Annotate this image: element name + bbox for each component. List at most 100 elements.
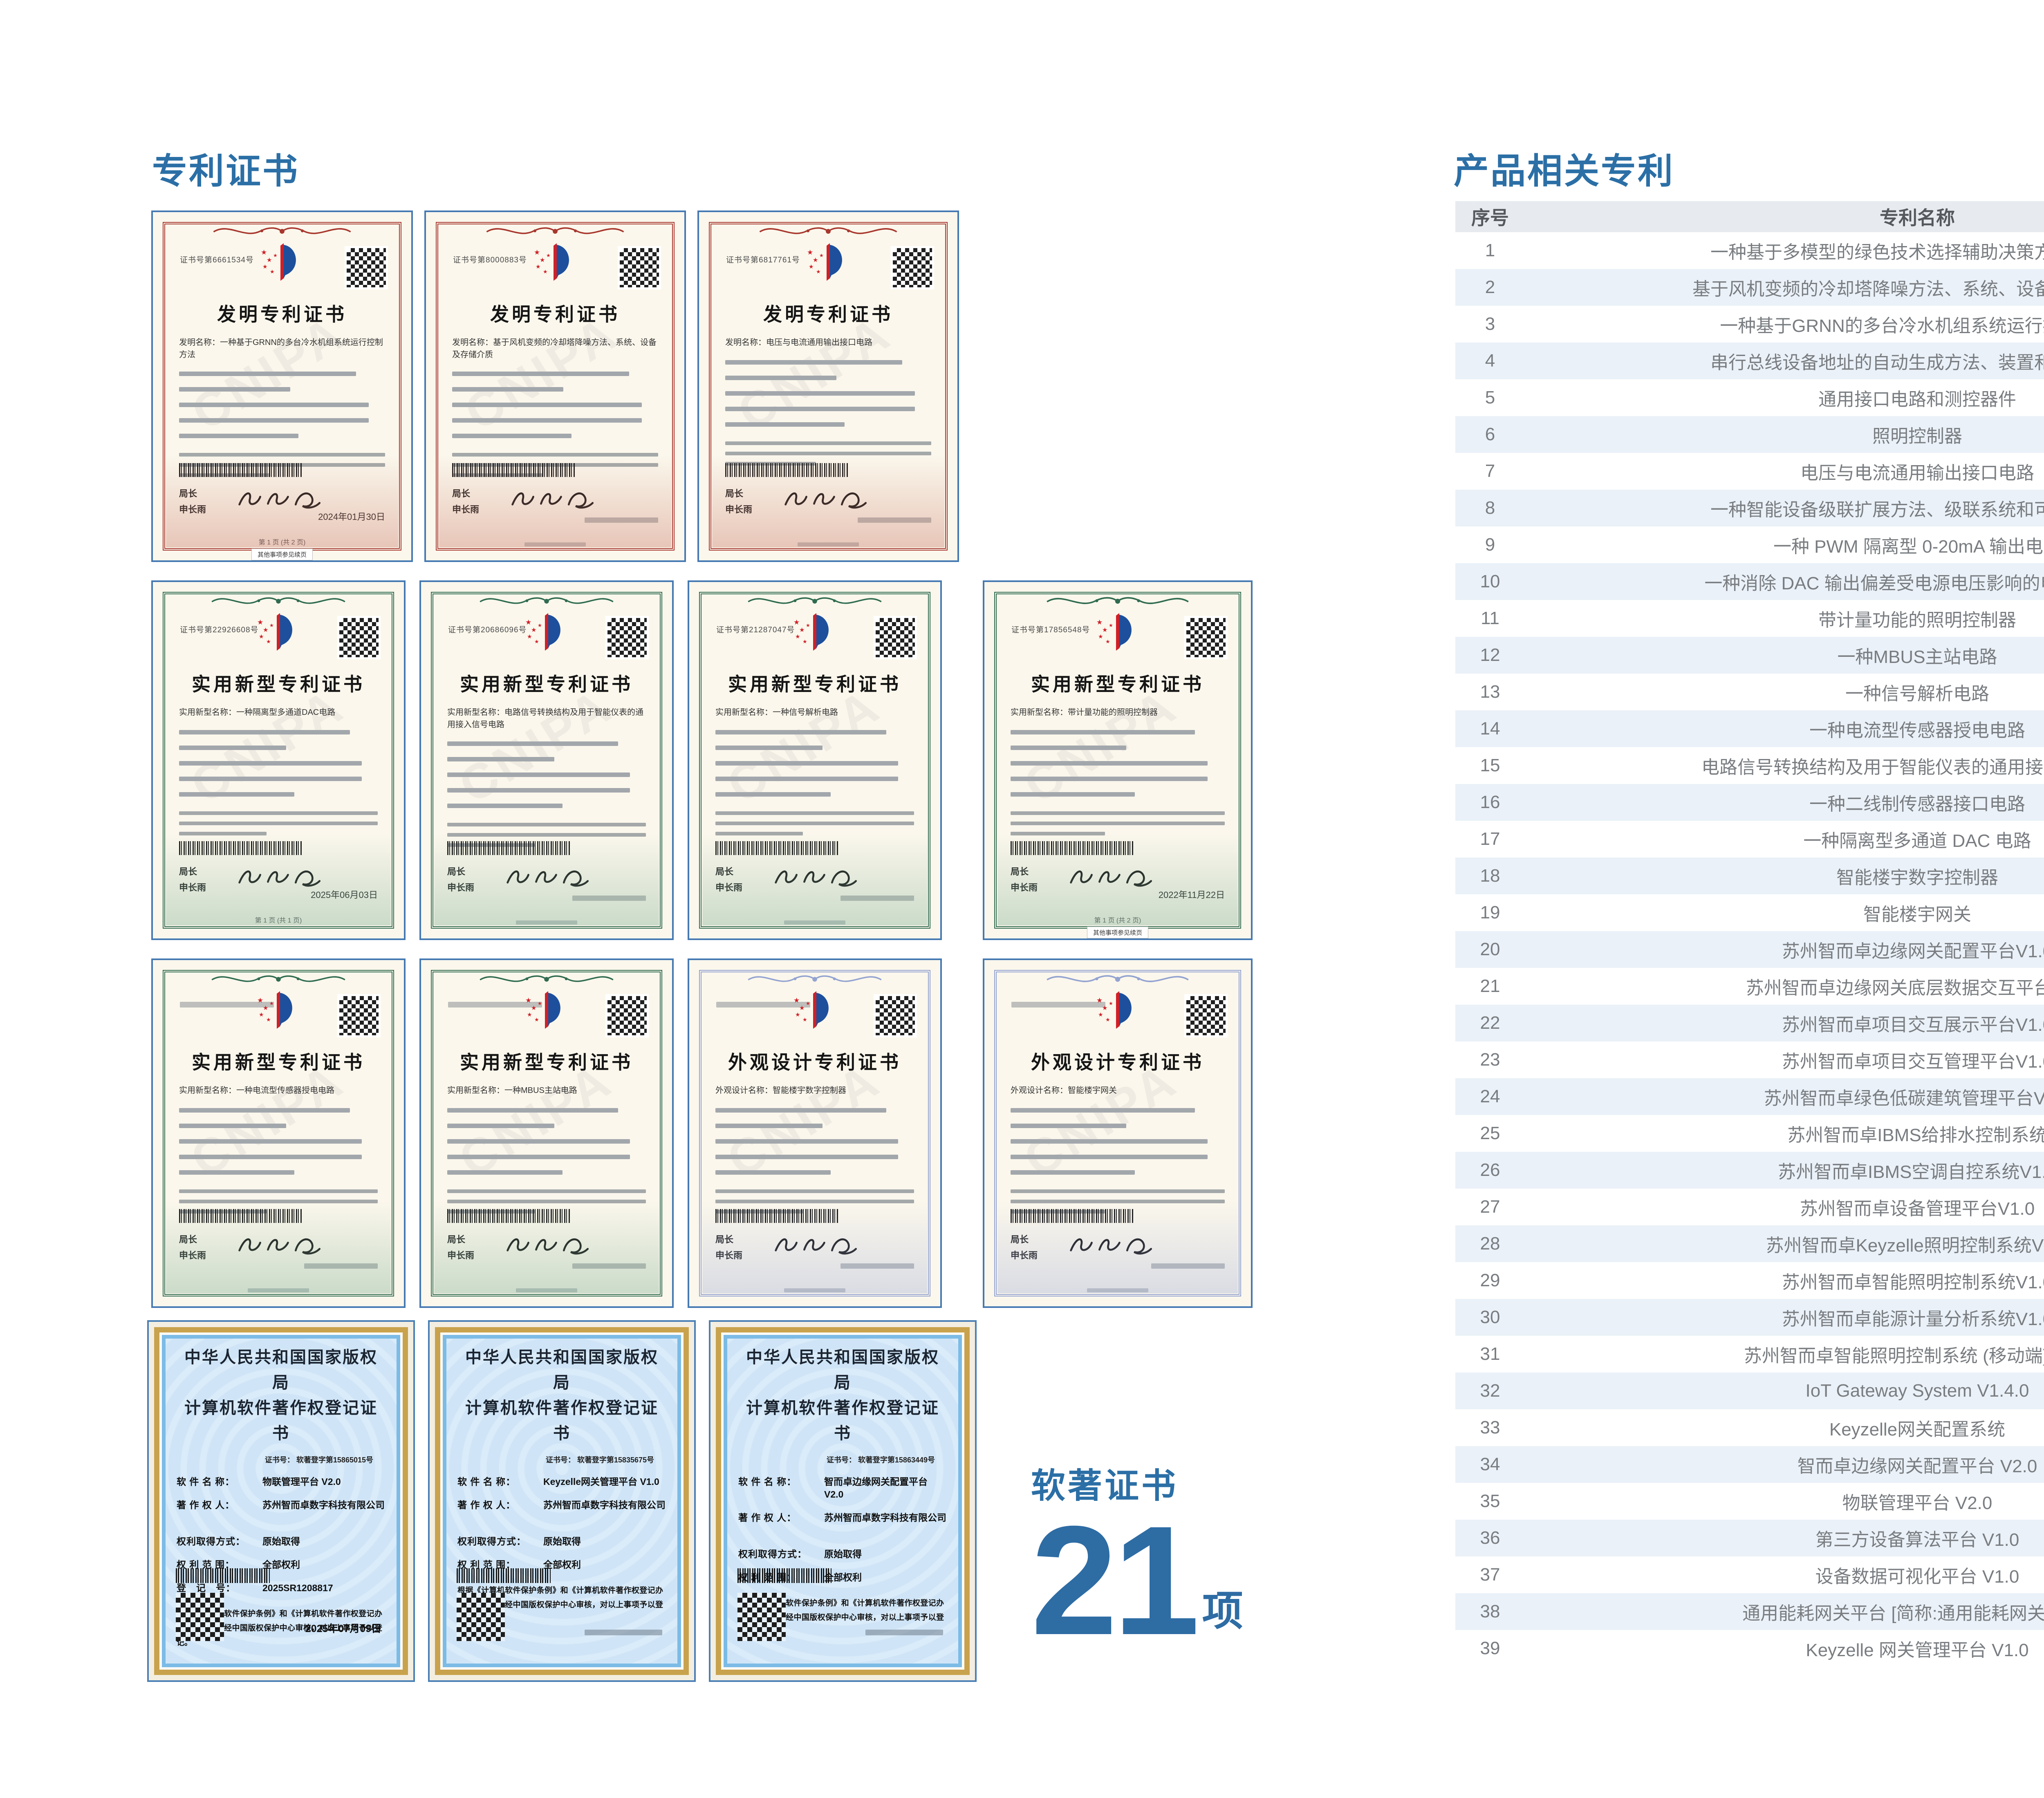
row-number: 36	[1480, 1528, 1500, 1548]
certificate-body: 发明名称：一种基于GRNN的多台冷水机组系统运行控制方法	[179, 336, 385, 477]
certificate-number: 证书号第8000883号	[453, 256, 527, 264]
certificate-page-note-placeholder	[516, 1288, 577, 1292]
certificate-number: 证书号： 软著登字第15865015号	[264, 1456, 373, 1464]
patent-name: IoT Gateway System V1.4.0	[1805, 1381, 2029, 1401]
patent-table-header: 序号专利名称专利类型	[1455, 201, 2044, 232]
certificate-field: 软 件 名 称： 物联管理平台 V2.0	[177, 1476, 341, 1487]
certificate-page-note-placeholder	[516, 920, 577, 925]
patent-name: 一种智能设备级联扩展方法、级联系统和可存储介质	[1710, 500, 2044, 520]
ornament-flourish-icon	[1047, 975, 1189, 982]
svg-text:★: ★	[819, 253, 824, 258]
cnipa-logo-icon: ★ ★ ★ ★ ★	[793, 991, 829, 1029]
software-copyright-certificate: 中华人民共和国国家版权局 计算机软件著作权登记证书 证书号： 软著登字第158634…	[709, 1320, 977, 1682]
certificate-page-note-placeholder	[798, 542, 859, 546]
patent-name: 通用接口电路和测控器件	[1818, 390, 2016, 410]
certificate-subject: 发明名称：基于风机变频的冷却塔降噪方法、系统、设备及存储介质	[452, 338, 657, 359]
barcode-icon	[1011, 1209, 1133, 1223]
patent-name: Keyzelle 网关管理平台 V1.0	[1806, 1640, 2029, 1660]
svg-text:★: ★	[525, 618, 531, 626]
svg-text:★: ★	[809, 263, 814, 270]
certificate-title: 中华人民共和国国家版权局 计算机软件著作权登记证书	[465, 1348, 659, 1442]
certificate-date-placeholder	[572, 1263, 646, 1269]
certificate-subject: 发明名称：一种基于GRNN的多台冷水机组系统运行控制方法	[179, 338, 383, 359]
svg-text:★: ★	[266, 1017, 271, 1023]
patent-name: 照明控制器	[1872, 426, 1962, 446]
row-number: 11	[1481, 608, 1499, 628]
row-number: 10	[1480, 571, 1500, 591]
patent-name: 苏州智而卓项目交互管理平台V1.0	[1782, 1052, 2044, 1072]
qr-code-icon	[337, 994, 381, 1037]
signature-scribble-icon	[507, 1238, 589, 1255]
software-copyright-count-unit: 项	[1202, 1588, 1243, 1634]
certificate-text-lines	[1011, 1108, 1225, 1175]
certificate-number: 证书号第21287047号	[716, 626, 795, 634]
certificate-row: 中华人民共和国国家版权局 计算机软件著作权登记证书证书号： 软著登字第158650…	[147, 1320, 977, 1682]
patent-name: Keyzelle网关配置系统	[1829, 1420, 2006, 1440]
svg-text:★: ★	[1096, 996, 1103, 1004]
cnipa-logo: ★ ★ ★ ★ ★	[1091, 611, 1145, 653]
patent-name: 智能楼宇数字控制器	[1836, 868, 1998, 888]
cnipa-logo-icon: ★ ★ ★ ★ ★	[257, 991, 292, 1029]
svg-text:★: ★	[525, 996, 531, 1004]
certificate-title: 实用新型专利证书	[460, 1052, 633, 1073]
certificate-field: 软 件 名 称： 智而卓边缘网关配置平台 V2.0	[738, 1476, 928, 1500]
certificate-number-placeholder	[716, 1002, 810, 1008]
ornament-flourish-icon	[748, 975, 882, 982]
row-number: 14	[1480, 719, 1500, 739]
certificate-body: 发明名称：基于风机变频的冷却塔降噪方法、系统、设备及存储介质	[452, 336, 658, 477]
patent-name: 苏州智而卓智能照明控制系统V1.0	[1782, 1272, 2044, 1292]
software-copyright-count-number: 21	[1031, 1493, 1200, 1667]
certificate-field: 登 记 号： 2025SR1208817	[177, 1583, 333, 1594]
svg-text:★: ★	[802, 1017, 807, 1023]
certificate-date: 2024年01月30日	[318, 512, 385, 522]
row-number: 17	[1480, 829, 1500, 849]
certificate-page-note: 第 1 页 (共 2 页)	[258, 539, 306, 546]
table-row: 33Keyzelle网关配置系统软著	[1455, 1409, 2044, 1446]
svg-text:★: ★	[538, 1001, 542, 1006]
certificate-body: 中华人民共和国国家版权局 计算机软件著作权登记证书 证书号： 软著登字第158650…	[168, 1341, 394, 1661]
row-number: 26	[1480, 1160, 1500, 1180]
svg-text:★: ★	[534, 638, 539, 645]
patent-name: 第三方设备算法平台 V1.0	[1815, 1530, 2019, 1550]
cnipa-logo: ★ ★ ★ ★ ★	[801, 241, 855, 283]
certificate-date-placeholder	[572, 896, 646, 901]
svg-text:★: ★	[795, 633, 800, 640]
patent-name: 苏州智而卓IBMS空调自控系统V1.0	[1777, 1162, 2044, 1182]
registration-statement: 根据《计算机软件保护条例》和《计算机软件著作权登记办法》的规定，经中国版权保护中…	[457, 1586, 663, 1623]
svg-text:★: ★	[266, 638, 271, 645]
barcode-icon	[1011, 841, 1133, 855]
certificate-title: 实用新型专利证书	[460, 674, 633, 695]
certificate-subject: 外观设计名称：智能楼宇数字控制器	[715, 1086, 846, 1095]
patent-name: 一种消除 DAC 输出偏差受电源电压影响的电路及方法	[1704, 573, 2044, 593]
patent-name: 一种隔离型多通道 DAC 电路	[1803, 831, 2031, 851]
cnipa-logo-icon: ★ ★ ★ ★ ★	[525, 613, 560, 651]
signature-block: 局长 申长雨	[725, 488, 753, 515]
svg-text:★: ★	[793, 996, 800, 1004]
software-copyright-certificate: 中华人民共和国国家版权局 计算机软件著作权登记证书 证书号： 软著登字第158650…	[147, 1320, 415, 1682]
certificate-subject: 实用新型名称：电路信号转换结构及用于智能仪表的通用接入信号电路	[447, 708, 643, 729]
certificate-number: 证书号： 软著登字第15863449号	[826, 1456, 935, 1464]
certificate-subject: 实用新型名称：一种隔离型多通道DAC电路	[179, 708, 336, 717]
row-number: 32	[1480, 1381, 1500, 1401]
svg-text:★: ★	[269, 622, 274, 628]
utility-model-patent-certificate: 证书号第21287047号 ★ ★ ★ ★ ★ 实用新型专利证书实用新型名称：一…	[688, 580, 942, 940]
svg-text:★: ★	[546, 253, 551, 258]
certificate-number: 证书号： 软著登字第15835675号	[545, 1456, 654, 1464]
certificate-row: ★ ★ ★ ★ ★ 实用新型专利证书实用新型名称：一种电流型传感器授电电路局长申…	[151, 958, 1253, 1308]
row-number: 20	[1480, 939, 1500, 959]
ornament-flourish-icon	[1047, 597, 1189, 604]
barcode-icon	[447, 1209, 570, 1223]
certificate-title: 实用新型专利证书	[192, 1052, 365, 1073]
svg-text:★: ★	[527, 1011, 532, 1018]
qr-code-icon	[605, 994, 649, 1037]
registration-statement: 根据《计算机软件保护条例》和《计算机软件著作权登记办法》的规定，经中国版权保护中…	[738, 1599, 944, 1636]
svg-text:★: ★	[802, 638, 807, 645]
patent-name: 一种信号解析电路	[1845, 684, 1989, 704]
cnipa-logo: ★ ★ ★ ★ ★	[251, 611, 305, 653]
